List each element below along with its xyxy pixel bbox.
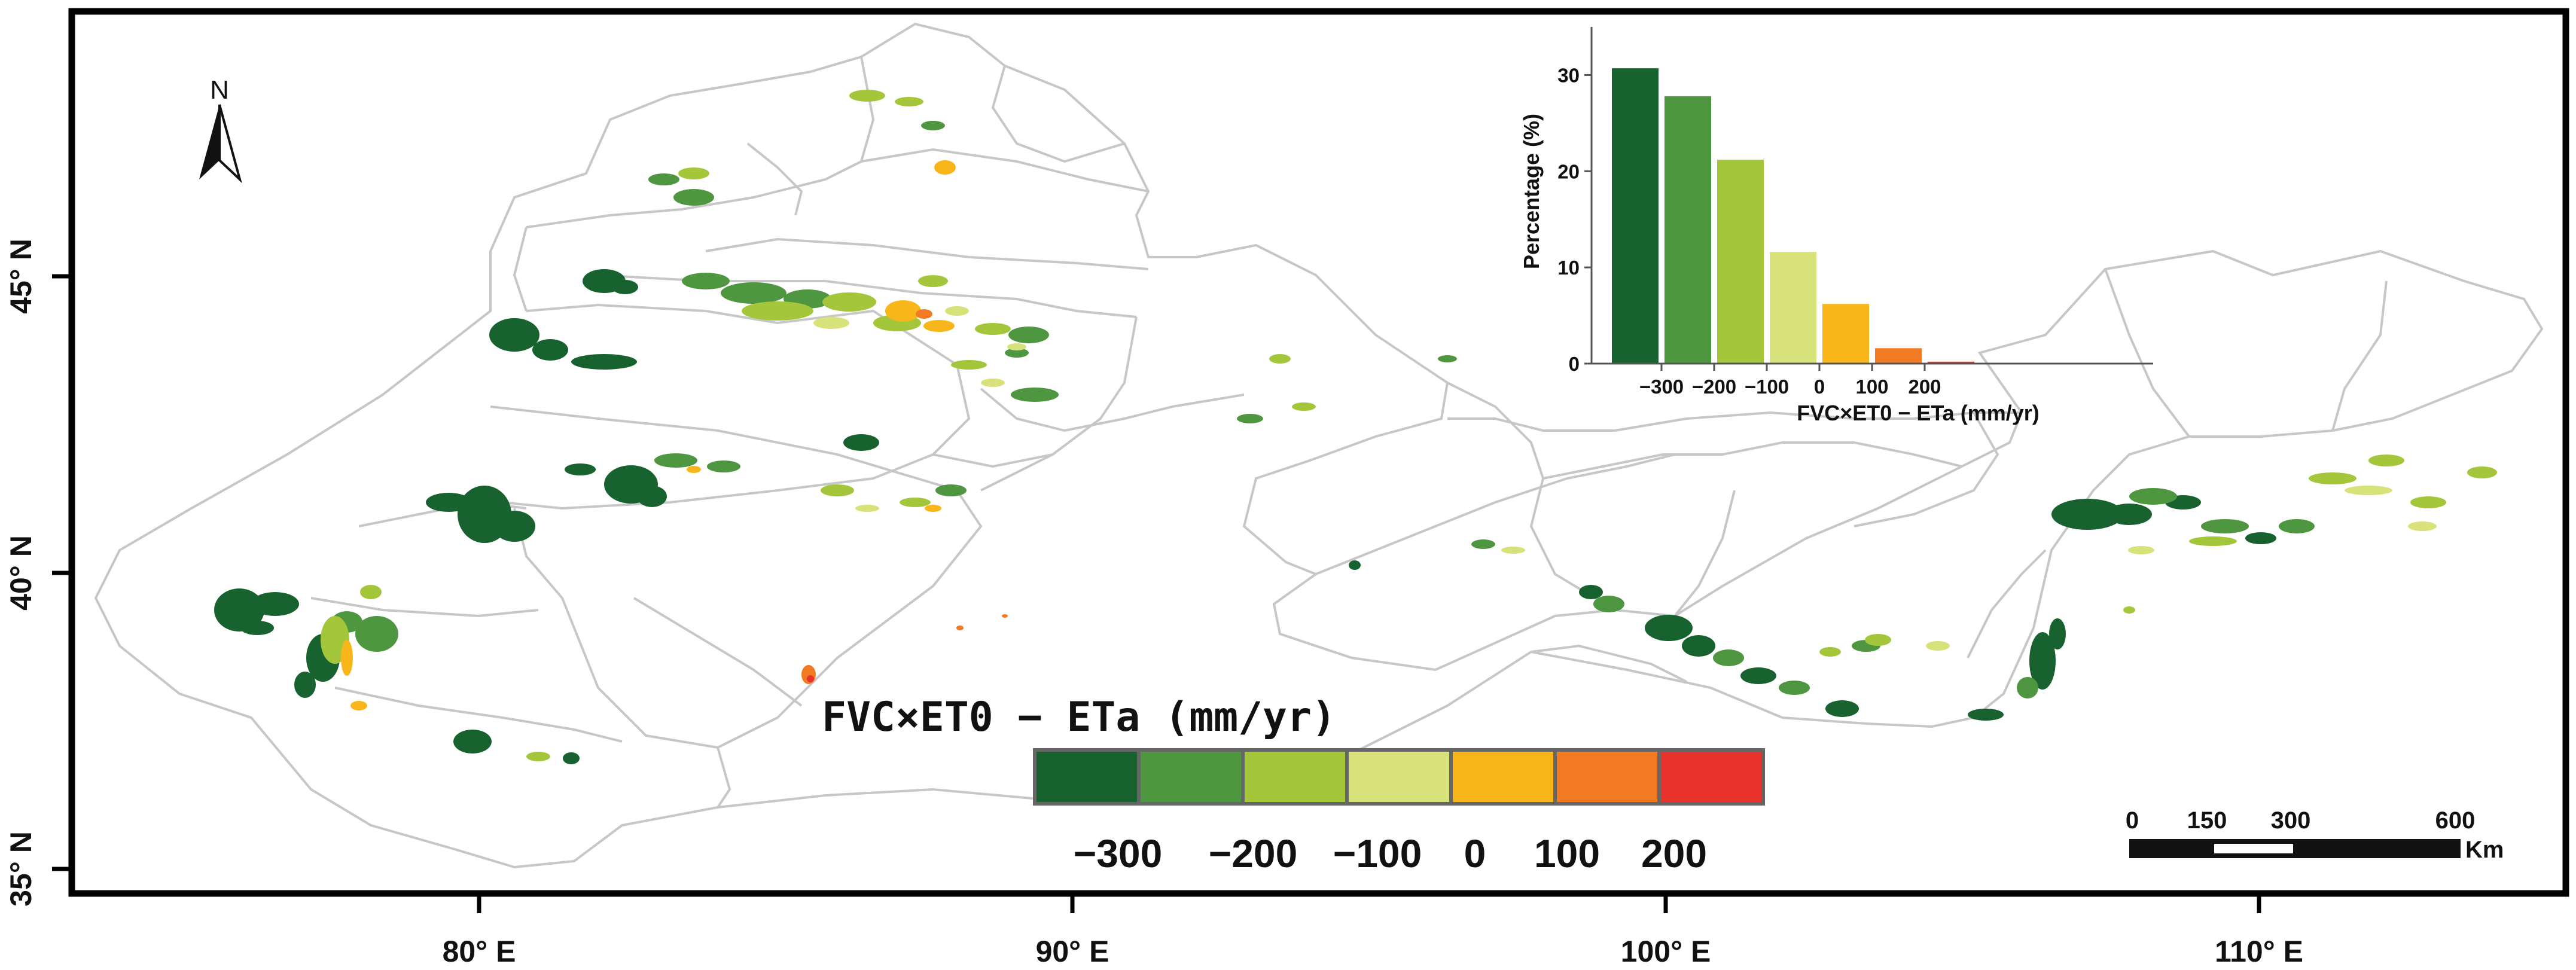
legend-tick-label: 0	[1464, 831, 1486, 876]
inset-y-axis-label: Percentage (%)	[1519, 114, 1544, 269]
scale-unit: Km	[2465, 837, 2504, 863]
inset-x-tick-label: −300	[1639, 376, 1684, 398]
legend-tick-label: −300	[1074, 831, 1163, 876]
scale-bar: 0 150 300 600 Km	[2126, 807, 2504, 863]
legend-tick-label: 100	[1534, 831, 1600, 876]
scale-label: 600	[2435, 807, 2476, 834]
inset-chart: Percentage (%) FVC×ET0 − ETa (mm/yr) 0 10…	[1519, 27, 2153, 425]
inset-y-tick-label: 0	[1569, 353, 1580, 375]
legend-color-swatch	[1035, 750, 1139, 804]
inset-y-tick-label: 30	[1557, 64, 1580, 86]
inset-x-tick-label: −100	[1745, 376, 1789, 398]
x-tick-label: 90° E	[1036, 935, 1109, 968]
inset-bar	[1665, 96, 1711, 364]
region-boundaries	[94, 22, 2544, 869]
inset-x-tick-label: 0	[1814, 376, 1825, 398]
color-legend: FVC×ET0 − ETa (mm/yr) −300 −200 −100 0 1…	[822, 694, 1765, 876]
inset-bar	[1875, 348, 1922, 364]
y-tick-label: 45° N	[4, 239, 38, 314]
north-label: N	[210, 75, 229, 105]
legend-color-swatch	[1555, 750, 1659, 804]
inset-x-tick-label: 100	[1855, 376, 1888, 398]
y-axis	[52, 274, 72, 871]
legend-color-swatch	[1659, 750, 1763, 804]
inset-x-axis-label: FVC×ET0 − ETa (mm/yr)	[1797, 401, 2039, 425]
legend-color-swatch	[1243, 750, 1347, 804]
scale-label: 0	[2126, 807, 2139, 834]
x-tick-label: 100° E	[1621, 935, 1711, 968]
inset-x-tick-label: 200	[1908, 376, 1941, 398]
y-tick-label: 35° N	[4, 831, 38, 907]
legend-title: FVC×ET0 − ETa (mm/yr)	[822, 694, 1336, 741]
y-tick-label: 40° N	[4, 535, 38, 611]
legend-color-swatch	[1139, 750, 1243, 804]
inset-y-tick-label: 20	[1557, 160, 1580, 182]
scale-label: 300	[2271, 807, 2311, 834]
x-tick-label: 110° E	[2215, 935, 2303, 968]
legend-color-swatch	[1451, 750, 1555, 804]
inset-bar	[1770, 252, 1816, 364]
inset-bar	[1717, 159, 1764, 364]
inset-bar	[1822, 304, 1869, 364]
legend-color-swatch	[1347, 750, 1451, 804]
north-arrow-icon	[199, 104, 242, 184]
map-raster-patches	[214, 90, 2497, 764]
inset-bar	[1612, 68, 1659, 364]
inset-y-tick-label: 10	[1557, 257, 1580, 279]
inset-x-tick-label: −200	[1692, 376, 1736, 398]
inset-bar	[1928, 361, 1974, 364]
legend-tick-label: 200	[1641, 831, 1707, 876]
x-tick-label: 80° E	[443, 935, 516, 968]
legend-tick-label: −100	[1333, 831, 1422, 876]
x-axis	[477, 893, 2261, 913]
legend-tick-label: −200	[1209, 831, 1298, 876]
scale-label: 150	[2187, 807, 2227, 834]
